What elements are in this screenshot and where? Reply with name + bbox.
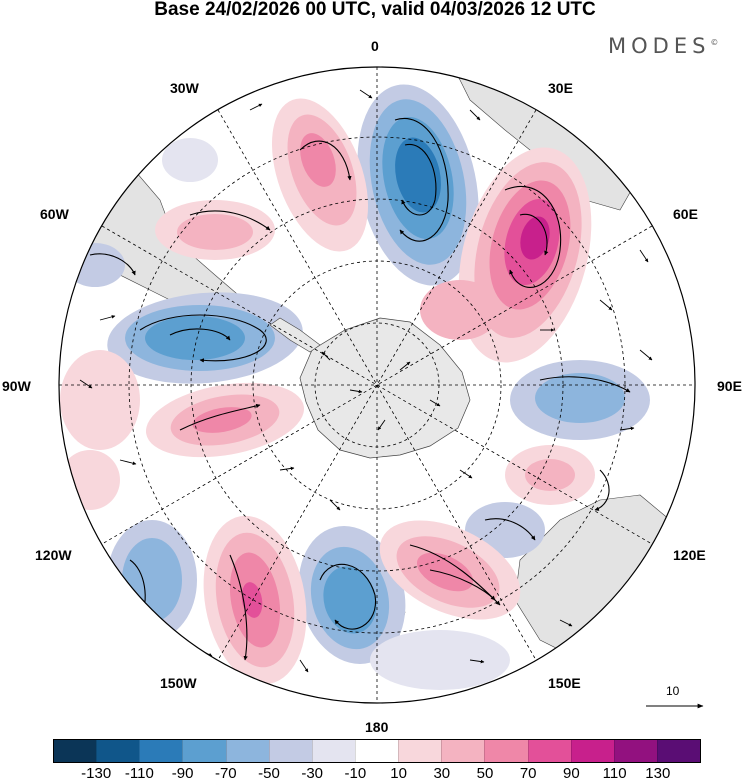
anomaly-high-5 [379, 520, 521, 620]
colorbar-tick-label: 10 [390, 765, 407, 782]
colorbar-tick-label: -30 [301, 765, 324, 782]
colorbar-swatch [54, 740, 97, 762]
lon-label-90e: 90E [717, 378, 742, 394]
colorbar [53, 739, 701, 763]
antarctic-peninsula-land [269, 317, 321, 353]
lon-label-60e: 60E [673, 206, 698, 222]
reference-vector-label: 10 [666, 684, 680, 698]
colorbar-tick-label: 90 [563, 765, 580, 782]
anomaly-high-3 [60, 350, 305, 458]
colorbar-swatch [613, 740, 657, 762]
lon-label-150e: 150E [548, 675, 581, 691]
colorbar-swatch [354, 740, 399, 762]
lon-label-0: 0 [371, 38, 379, 54]
colorbar-swatch [570, 740, 614, 762]
colorbar-swatch [441, 740, 485, 762]
lon-label-30e: 30E [548, 80, 573, 96]
colorbar-tick-label: 130 [645, 765, 671, 782]
lon-label-120w: 120W [35, 547, 72, 563]
colorbar-swatch [527, 740, 571, 762]
colorbar-tick-label: -50 [258, 765, 280, 782]
anomaly-low-0 [357, 84, 479, 286]
colorbar-swatch [268, 740, 312, 762]
anomaly-low-2 [298, 526, 406, 664]
anomaly-high-1 [271, 98, 369, 252]
colorbar-tick-label: -70 [214, 765, 237, 782]
lon-label-30w: 30W [170, 80, 199, 96]
colorbar-swatch [484, 740, 528, 762]
colorbar-tick-label: -110 [124, 765, 154, 782]
meridians [59, 67, 695, 703]
polar-map [58, 66, 704, 709]
colorbar-tick-label: -10 [344, 765, 367, 782]
brand-logo: MODES© [608, 34, 719, 58]
map-boundary [58, 66, 696, 704]
colorbar-swatch [656, 740, 701, 762]
antarctica-land [299, 317, 471, 459]
colorbar-swatch [225, 740, 269, 762]
anomaly-high-0 [458, 147, 592, 363]
colorbar-swatch [311, 740, 355, 762]
colorbar-tick-label: 30 [433, 765, 451, 782]
anomaly-high-6 [60, 280, 595, 510]
colorbar-tick-label: 110 [602, 765, 627, 782]
colorbar-swatch [96, 740, 140, 762]
lon-label-60w: 60W [40, 206, 69, 222]
anomaly-high-2 [155, 200, 275, 260]
lon-label-120e: 120E [673, 547, 706, 563]
map-title: Base 24/02/2026 00 UTC, valid 04/03/2026… [154, 0, 596, 20]
lon-label-180: 180 [365, 719, 389, 735]
colorbar-swatch [139, 740, 183, 762]
anomaly-low-1 [107, 292, 303, 384]
colorbar-tick-label: 50 [476, 765, 494, 782]
anomaly-low-4 [65, 138, 650, 690]
lon-label-90w: 90W [2, 378, 31, 394]
colorbar-swatch [182, 740, 226, 762]
colorbar-tick-label: 70 [519, 765, 537, 782]
colorbar-tick-label: -90 [171, 765, 194, 782]
colorbar-swatch [398, 740, 442, 762]
anomaly-high-4 [203, 515, 307, 685]
colorbar-tick-label: -130 [81, 765, 112, 782]
anomaly-low-3 [107, 520, 197, 640]
anomaly-fields [60, 84, 650, 690]
lon-label-150w: 150W [160, 675, 197, 691]
wind-streamlines [89, 117, 631, 661]
